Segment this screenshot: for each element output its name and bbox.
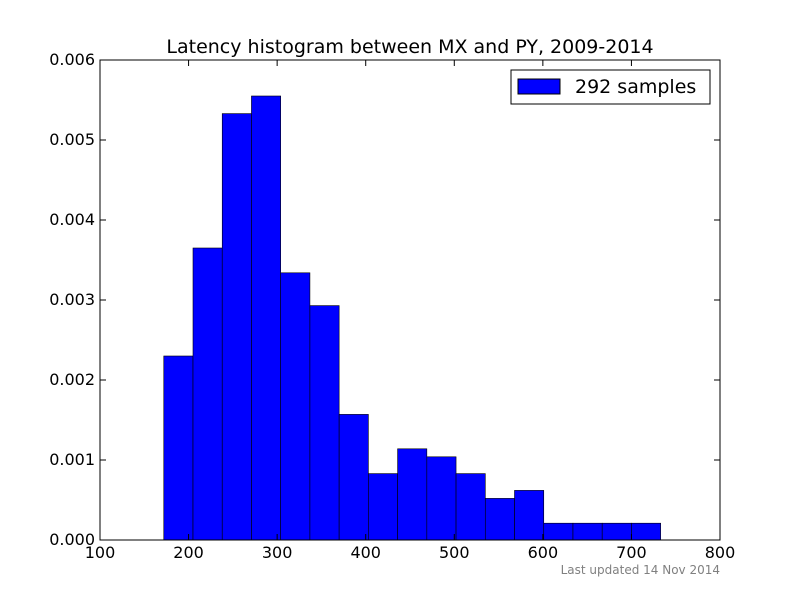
histogram-bar [368,473,398,541]
histogram-bar [163,355,194,541]
y-tick-label: 0.002 [49,370,95,389]
histogram-bar [455,473,486,541]
histogram-bar [192,247,223,541]
legend: 292 samples [510,69,711,105]
y-tick-label: 0.006 [49,50,95,69]
histogram-bar [338,414,369,541]
x-tick-label: 200 [173,543,204,562]
bars-group [163,95,661,541]
x-tick-label: 400 [350,543,381,562]
chart-title: Latency histogram between MX and PY, 200… [166,36,653,58]
histogram-bar [601,522,632,541]
footnote: Last updated 14 Nov 2014 [561,563,720,577]
histogram-bar [572,522,603,541]
x-tick-label: 600 [528,543,559,562]
histogram-bar [514,490,545,541]
histogram-bar [484,498,515,541]
y-tick-label: 0.000 [49,530,95,549]
x-tick-label: 300 [262,543,293,562]
legend-label: 292 samples [575,76,696,98]
y-tick-label: 0.005 [49,130,95,149]
x-tick-label: 800 [705,543,736,562]
histogram-bar [221,113,252,541]
y-tick-label: 0.001 [49,450,95,469]
x-tick-label: 500 [439,543,470,562]
histogram-bar [397,448,428,541]
x-tick-label: 700 [616,543,647,562]
y-tick-label: 0.003 [49,290,95,309]
histogram-bar [309,305,340,541]
y-tick-label: 0.004 [49,210,95,229]
histogram-bar [631,522,661,541]
ticks-group: 100 200 300 400 500 600 700 800 0.000 0.001 0.002 0… [49,50,735,562]
histogram-bar [543,522,574,541]
legend-swatch [517,78,561,95]
histogram-bar [280,272,311,541]
histogram-bar [251,95,281,541]
histogram-bar [426,456,457,541]
x-tick-label: 100 [85,543,116,562]
